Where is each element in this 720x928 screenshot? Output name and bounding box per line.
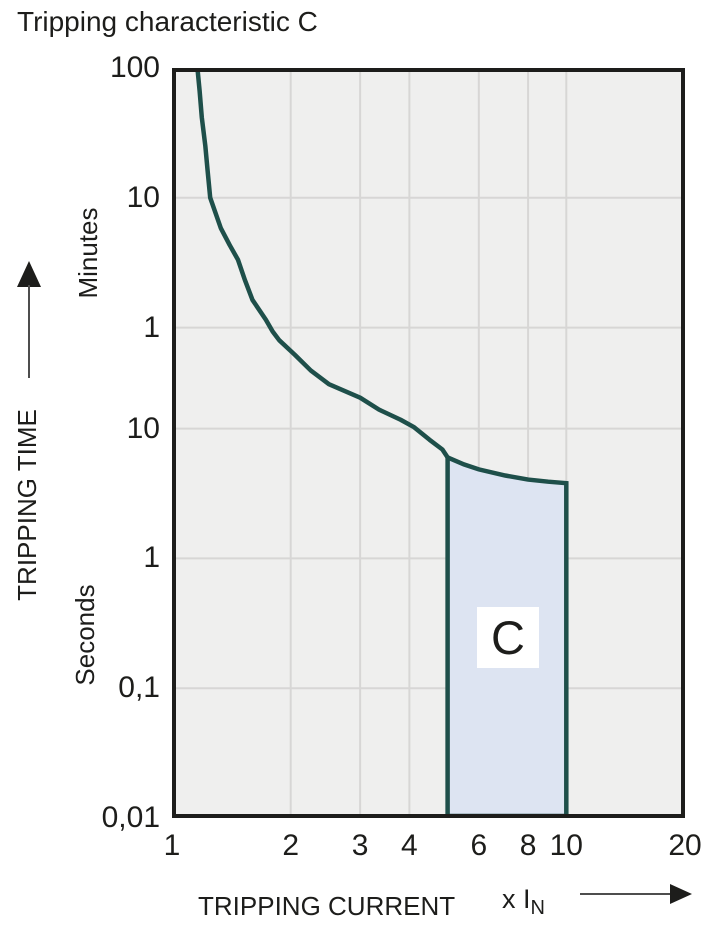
plot-frame: [172, 68, 685, 818]
y-tick-label: 0,01: [101, 801, 160, 834]
x-axis-unit: x IN: [502, 884, 545, 920]
y-tick-label: 1: [143, 541, 160, 575]
y-tick-label: 1: [143, 310, 160, 344]
y-tick-label: 10: [126, 411, 160, 445]
y-axis-title: TRIPPING TIME: [12, 409, 42, 601]
y-tick-label: 10: [126, 180, 160, 214]
figure-title: Tripping characteristic C: [17, 6, 318, 37]
x-tick-label: 3: [351, 829, 369, 862]
x-tick-label: 10: [549, 829, 583, 862]
x-tick-label: 6: [470, 829, 488, 862]
x-axis-title: TRIPPING CURRENT: [198, 891, 456, 921]
region-label-text: C: [491, 611, 525, 664]
x-axis-unit-subscript: N: [530, 897, 545, 919]
plot-area: [172, 68, 685, 818]
up-arrow-icon: [17, 261, 41, 378]
tripping-curve: [195, 68, 450, 459]
y-tick-label: 100: [109, 51, 160, 84]
region-label: C: [477, 607, 539, 668]
x-tick-label: 20: [668, 829, 702, 862]
right-arrow-icon: [580, 884, 692, 904]
right-arrow-shaft: [580, 893, 674, 895]
x-tick-label: 8: [519, 829, 537, 862]
x-tick-label: 2: [282, 829, 300, 862]
plot-background: [172, 68, 685, 818]
x-axis-unit-prefix: x I: [502, 884, 531, 914]
up-arrow-head-icon: [17, 261, 41, 287]
right-arrow-head-icon: [670, 884, 692, 904]
up-arrow-shaft: [28, 285, 30, 378]
y-tick-label: 0,1: [118, 671, 160, 705]
x-tick-label: 4: [401, 829, 418, 862]
x-tick-label: 1: [163, 829, 181, 862]
